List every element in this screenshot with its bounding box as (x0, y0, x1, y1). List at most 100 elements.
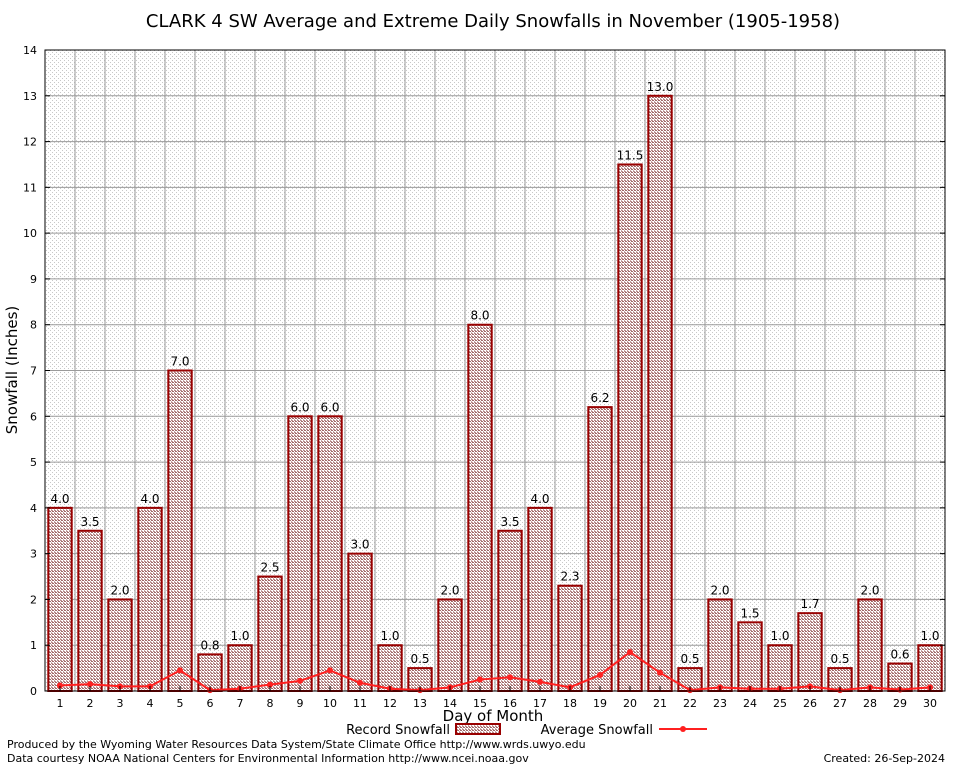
average-snowfall-point (297, 677, 303, 684)
x-tick-label: 16 (503, 697, 517, 710)
y-tick-label: 12 (23, 136, 37, 149)
bar-value-label: 4.0 (140, 492, 159, 506)
footer-created-date: Created: 26-Sep-2024 (824, 752, 945, 765)
x-tick-label: 24 (743, 697, 757, 710)
x-tick-label: 17 (533, 697, 547, 710)
y-tick-label: 2 (30, 593, 37, 606)
y-tick-label: 5 (30, 456, 37, 469)
x-tick-label: 5 (177, 697, 184, 710)
bar-value-label: 1.0 (770, 629, 789, 643)
record-bar (347, 552, 373, 693)
bar-value-label: 3.0 (350, 538, 369, 552)
bar-value-label: 0.8 (200, 638, 219, 652)
legend: Record Snowfall Average Snowfall (346, 723, 707, 738)
record-bar (227, 644, 253, 693)
record-bar (797, 612, 823, 693)
bar-value-label: 4.0 (530, 492, 549, 506)
y-tick-label: 0 (30, 685, 37, 698)
bar-value-label: 2.0 (710, 583, 729, 597)
legend-average-label: Average Snowfall (541, 723, 653, 738)
y-tick-label: 10 (23, 227, 37, 240)
bar-value-label: 3.5 (500, 515, 519, 529)
legend-average-marker (680, 726, 686, 732)
x-tick-label: 11 (353, 697, 367, 710)
x-tick-label: 13 (413, 697, 427, 710)
x-tick-label: 27 (833, 697, 847, 710)
average-snowfall-point (507, 674, 513, 681)
y-tick-label: 6 (30, 410, 37, 423)
bar-value-label: 7.0 (170, 355, 189, 369)
x-tick-label: 20 (623, 697, 637, 710)
bar-value-label: 13.0 (647, 80, 674, 94)
x-axis-label: Day of Month (443, 707, 544, 725)
bar-value-labels: 4.0 3.5 2.0 4.0 7.0 0.8 1.0 2.5 6.0 6.0 3.0 1.0 0.5 2… (50, 80, 939, 666)
bar-value-label: 2.5 (260, 561, 279, 575)
x-tick-label: 22 (683, 697, 697, 710)
average-snowfall-point (87, 681, 93, 688)
x-tick-label: 18 (563, 697, 577, 710)
average-snowfall-point (477, 676, 483, 683)
footer-credit-line2: Data courtesy NOAA National Centers for … (7, 752, 529, 765)
bar-value-label: 2.0 (440, 583, 459, 597)
y-tick-label: 4 (30, 502, 37, 515)
record-bar (767, 644, 793, 693)
bar-value-label: 0.6 (890, 648, 909, 662)
record-bar (557, 584, 583, 693)
record-bar (257, 575, 283, 692)
x-tick-label: 2 (87, 697, 94, 710)
bar-value-label: 1.0 (230, 629, 249, 643)
y-axis-label: Snowfall (Inches) (3, 306, 21, 434)
chart-title: CLARK 4 SW Average and Extreme Daily Sno… (146, 11, 840, 32)
bar-value-label: 0.5 (410, 652, 429, 666)
bar-value-label: 11.5 (617, 148, 644, 162)
x-tick-label: 8 (267, 697, 274, 710)
record-bar (167, 369, 193, 692)
legend-record-swatch (455, 723, 501, 735)
x-tick-label: 19 (593, 697, 607, 710)
bar-value-label: 1.0 (920, 629, 939, 643)
average-snowfall-point (267, 681, 273, 688)
average-snowfall-point (657, 669, 663, 676)
record-bar (647, 94, 673, 693)
x-tick-label: 9 (297, 697, 304, 710)
bar-value-label: 1.5 (740, 606, 759, 620)
x-tick-label: 6 (207, 697, 214, 710)
y-tick-label: 11 (23, 181, 37, 194)
x-tick-label: 25 (773, 697, 787, 710)
record-bar (857, 598, 883, 693)
average-snowfall-point (177, 667, 183, 674)
x-tick-label: 12 (383, 697, 397, 710)
record-bar (707, 598, 733, 693)
record-bar (917, 644, 943, 693)
bar-value-label: 2.3 (560, 570, 579, 584)
record-bar (527, 506, 553, 692)
record-bars (47, 94, 943, 693)
bar-value-label: 6.0 (320, 400, 339, 414)
x-tick-label: 21 (653, 697, 667, 710)
average-snowfall-point (627, 649, 633, 656)
average-snowfall-point (57, 682, 63, 689)
average-snowfall-point (597, 671, 603, 678)
bar-value-label: 6.0 (290, 400, 309, 414)
record-bar (287, 415, 313, 692)
record-bar (77, 529, 103, 692)
x-tick-label: 28 (863, 697, 877, 710)
x-tick-label: 4 (147, 697, 154, 710)
y-tick-label: 9 (30, 273, 37, 286)
x-tick-label: 29 (893, 697, 907, 710)
bar-value-label: 4.0 (50, 492, 69, 506)
x-tick-label: 14 (443, 697, 457, 710)
record-bar (737, 621, 763, 692)
record-bar (47, 506, 73, 692)
record-bar (377, 644, 403, 693)
bar-value-label: 2.0 (860, 583, 879, 597)
record-bar (497, 529, 523, 692)
bar-value-label: 8.0 (470, 309, 489, 323)
bar-value-label: 2.0 (110, 583, 129, 597)
record-bar (587, 406, 613, 692)
y-tick-label: 7 (30, 365, 37, 378)
bar-value-label: 1.7 (800, 597, 819, 611)
x-tick-label: 10 (323, 697, 337, 710)
